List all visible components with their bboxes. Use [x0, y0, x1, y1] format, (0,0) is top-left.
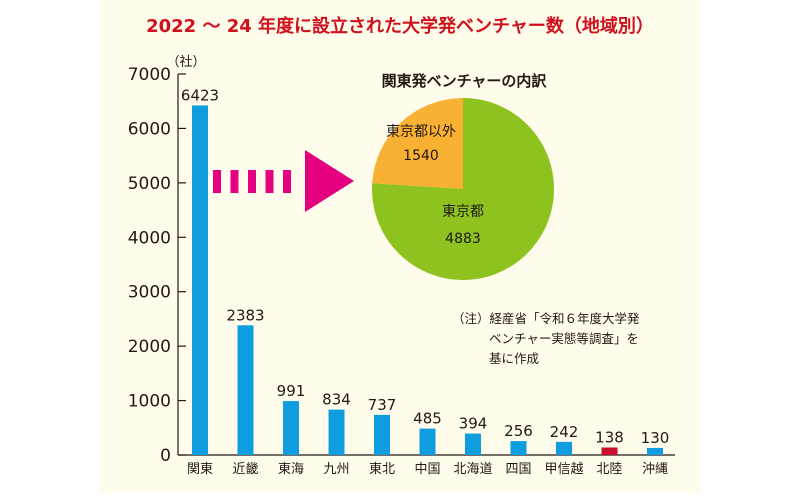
- note-line-2: ベンチャー実態等調査」を: [489, 331, 639, 346]
- bar-value-label: 2383: [226, 306, 264, 324]
- pie-slice: [372, 98, 463, 189]
- x-category-label: 沖縄: [642, 462, 668, 477]
- bar: [283, 401, 299, 455]
- x-category-label: 中国: [414, 462, 440, 477]
- bar-value-label: 242: [550, 423, 579, 441]
- y-tick-label: 7000: [128, 65, 171, 85]
- x-category-label: 北陸: [596, 461, 622, 477]
- bar: [328, 409, 345, 455]
- x-category-label: 東海: [278, 461, 304, 477]
- bar: [601, 447, 618, 455]
- bar-value-label: 485: [413, 410, 442, 428]
- x-category-label: 東北: [369, 461, 395, 477]
- arrow-dash: [283, 170, 291, 193]
- bar-value-label: 834: [322, 391, 351, 409]
- bar: [237, 325, 254, 455]
- arrow-dash: [265, 170, 274, 193]
- pie-slice-value: 4883: [445, 231, 481, 247]
- pie-chart: 東京都以外 1540 東京都 4883: [372, 98, 554, 281]
- x-category-label: 九州: [323, 462, 349, 477]
- arrow-dash: [248, 170, 256, 193]
- bar-value-label: 991: [277, 382, 306, 400]
- bar: [374, 414, 390, 455]
- arrow-head: [305, 150, 354, 212]
- bar-value-label: 6423: [181, 86, 219, 104]
- y-axis-unit-label: （社）: [166, 54, 205, 70]
- bar: [465, 433, 481, 455]
- note-line-1: （注）経産省「令和６年度大学発: [452, 311, 640, 326]
- y-tick-label: 4000: [128, 228, 171, 248]
- x-category-label: 四国: [505, 462, 531, 477]
- bar: [510, 441, 527, 455]
- pie-slice-label: 東京都: [442, 204, 484, 220]
- bar-value-label: 394: [459, 415, 488, 433]
- pie-slice-label: 東京都以外: [386, 124, 456, 140]
- x-category-label: 甲信越: [544, 462, 583, 477]
- pie-slice: [372, 98, 554, 281]
- x-category-label: 近畿: [232, 462, 258, 477]
- bar: [647, 447, 663, 455]
- y-tick-label: 5000: [128, 174, 171, 194]
- y-axis: 0 1000 2000 3000 4000 5000 6000 7000: [128, 65, 675, 466]
- y-tick-label: 3000: [128, 283, 171, 303]
- x-category-label: 北海道: [453, 462, 492, 477]
- bar: [192, 105, 208, 456]
- arrow-dash: [230, 170, 239, 193]
- pie-slice-value: 1540: [403, 148, 439, 164]
- bar-series: 6423 関東 2383 近畿 991 東海 834 九州 737 東北 485 中国 394 北海道 25…: [181, 86, 669, 477]
- x-category-label: 関東: [187, 461, 213, 477]
- y-tick-label: 6000: [128, 119, 171, 139]
- bar-value-label: 737: [368, 396, 397, 414]
- chart-title: 2022 ～ 24 年度に設立された大学発ベンチャー数（地域別）: [146, 15, 654, 37]
- y-tick-label: 0: [160, 446, 171, 466]
- y-tick-label: 2000: [128, 337, 171, 357]
- arrow-icon: [213, 150, 354, 212]
- bar-value-label: 138: [595, 428, 624, 446]
- arrow-dash: [213, 170, 221, 193]
- source-note: （注）経産省「令和６年度大学発 ベンチャー実態等調査」を 基に作成: [452, 311, 640, 366]
- pie-title: 関東発ベンチャーの内訳: [382, 72, 548, 90]
- bar-value-label: 130: [641, 429, 670, 447]
- bar: [556, 441, 572, 455]
- bar-value-label: 256: [504, 422, 533, 440]
- y-tick-label: 1000: [128, 392, 171, 412]
- note-line-3: 基に作成: [489, 351, 539, 366]
- bar: [419, 428, 436, 455]
